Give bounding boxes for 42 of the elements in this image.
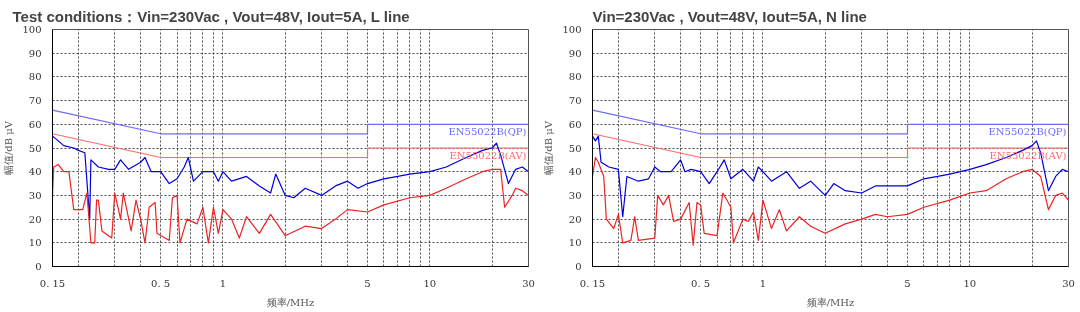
y-tick-label: 70 (568, 95, 582, 107)
y-axis-title: 幅值/dB μV (3, 120, 15, 176)
y-tick-label: 40 (28, 166, 42, 178)
chart-title: Test conditions：Vin=230Vac , Vout=48V, Iout=5A, L line (12, 7, 410, 25)
y-tick-label: 90 (28, 47, 42, 59)
y-tick-label: 80 (568, 71, 582, 83)
x-tick-label: 0. 5 (151, 277, 171, 289)
y-tick-label: 50 (568, 142, 582, 154)
x-tick-label: 5 (904, 277, 911, 289)
y-tick-label: 40 (568, 166, 582, 178)
y-tick-label: 60 (28, 118, 42, 130)
series-label: EN55022B(QP) (448, 126, 527, 138)
y-tick-label: 100 (562, 24, 582, 35)
y-tick-label: 0 (35, 261, 42, 272)
y-tick-label: 10 (28, 237, 42, 249)
y-tick-label: 100 (22, 24, 42, 35)
x-tick-label: 10 (423, 277, 437, 289)
y-tick-label: 60 (568, 118, 582, 130)
y-tick-label: 10 (568, 237, 582, 249)
x-tick-label: 0. 15 (39, 277, 66, 289)
x-axis-title: 频率/MHz (266, 296, 315, 308)
y-tick-label: 80 (28, 71, 42, 83)
y-tick-label: 20 (568, 213, 582, 225)
x-tick-label: 30 (1062, 277, 1075, 289)
x-tick-label: 30 (522, 277, 535, 289)
y-tick-label: 30 (28, 189, 42, 201)
y-tick-label: 50 (28, 142, 42, 154)
x-tick-label: 5 (364, 277, 371, 289)
y-tick-label: 90 (568, 47, 582, 59)
x-axis-title: 频率/MHz (806, 296, 855, 308)
x-tick-label: 0. 15 (579, 277, 606, 289)
x-tick-label: 1 (759, 277, 767, 289)
y-axis-title: 幅值/dB μV (543, 120, 555, 176)
x-tick-label: 10 (963, 277, 977, 289)
y-tick-label: 30 (568, 189, 582, 201)
y-tick-label: 0 (575, 261, 582, 272)
x-tick-label: 0. 5 (691, 277, 711, 289)
y-tick-label: 20 (28, 213, 42, 225)
y-tick-label: 70 (28, 95, 42, 107)
x-tick-label: 1 (219, 277, 227, 289)
chart-title: Vin=230Vac , Vout=48V, Iout=5A, N line (592, 7, 867, 25)
series-label: EN55022B(QP) (988, 126, 1067, 138)
